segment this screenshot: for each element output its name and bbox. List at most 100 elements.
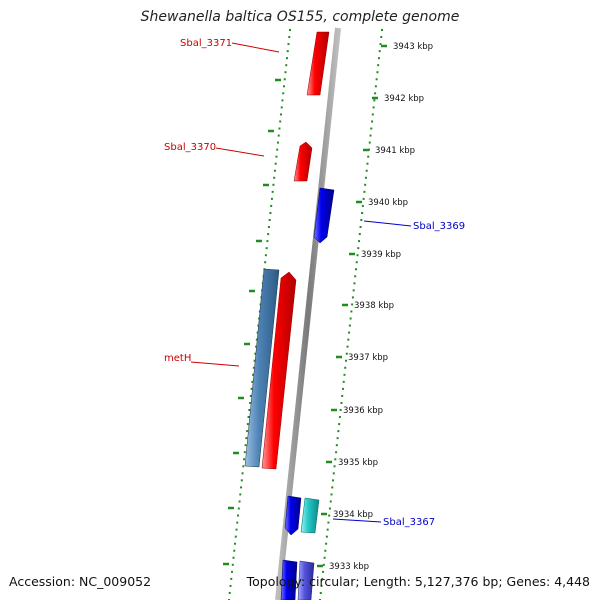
track-dot <box>235 528 238 531</box>
gene-label-leader <box>231 42 280 53</box>
track-dot <box>361 211 364 214</box>
track-dot <box>272 183 275 186</box>
track-dot <box>285 64 288 67</box>
track-dot <box>330 493 333 496</box>
track-dot <box>347 338 350 341</box>
track-dot <box>350 310 353 313</box>
track-dot <box>246 423 249 426</box>
track-dot <box>335 444 338 447</box>
track-dot <box>342 380 345 383</box>
track-dot <box>324 549 327 552</box>
track-dot <box>243 451 246 454</box>
scale-tick-label: 3936 kbp <box>343 406 383 416</box>
gene-metH-steelblue[interactable] <box>244 268 280 468</box>
track-dot <box>280 106 283 109</box>
track-dot <box>286 50 289 53</box>
track-dot <box>249 401 252 404</box>
gene-sbal-3370[interactable] <box>293 141 313 182</box>
track-dot <box>284 71 287 74</box>
track-dot <box>360 219 363 221</box>
track-dot <box>331 486 334 489</box>
track-dot <box>328 507 331 510</box>
gene-label-leader <box>190 361 240 367</box>
track-dot <box>374 85 377 88</box>
track-dot <box>334 458 337 461</box>
track-dot <box>253 359 256 362</box>
track-dot <box>322 570 325 573</box>
gene-label[interactable]: Sbal_3367 <box>383 517 435 528</box>
gene-label[interactable]: Sbal_3371 <box>180 38 232 49</box>
track-dot <box>270 204 273 207</box>
track-dot <box>273 169 276 172</box>
track-dot <box>380 36 383 39</box>
scale-tick-label: 3939 kbp <box>361 250 401 260</box>
track-dot <box>289 29 291 31</box>
track-dot <box>378 50 381 53</box>
scale-tick-label: 3934 kbp <box>333 510 373 520</box>
gene-sbal-3371[interactable] <box>306 31 330 96</box>
scale-tick-label: 3942 kbp <box>384 94 424 104</box>
track-dot <box>255 338 258 341</box>
track-dot <box>377 57 380 60</box>
track-dot <box>240 479 243 482</box>
track-dot <box>371 113 374 116</box>
track-dot <box>251 380 254 383</box>
track-dot <box>242 465 245 468</box>
track-dot <box>322 563 325 566</box>
track-dot <box>332 479 335 482</box>
track-dot <box>325 542 328 545</box>
track-dot <box>348 324 351 327</box>
gene-labels: Sbal_3371 Sbal_3370 Sbal_3369 metH Sbal_3367 <box>164 38 465 528</box>
track-dot <box>233 549 236 552</box>
track-dot <box>232 556 235 559</box>
track-dot <box>335 451 338 454</box>
track-dot <box>367 155 370 158</box>
track-dot <box>352 289 355 292</box>
track-dot <box>374 92 377 95</box>
track-dot <box>329 500 332 503</box>
track-dot <box>250 387 253 390</box>
track-dot <box>237 507 240 510</box>
track-dot <box>285 57 288 60</box>
track-dot <box>357 247 360 250</box>
track-dot <box>337 430 340 433</box>
gene-label[interactable]: Sbal_3370 <box>164 142 216 153</box>
track-dot <box>264 254 267 257</box>
scale-tick-label: 3937 kbp <box>348 353 388 363</box>
track-dot <box>346 345 349 348</box>
scale-tick-label: 3940 kbp <box>368 198 408 208</box>
gene-sbal-3369[interactable] <box>313 187 335 244</box>
track-dot <box>269 211 272 214</box>
track-dot <box>379 43 382 46</box>
track-dot <box>332 472 335 475</box>
track-dot <box>252 373 255 376</box>
track-dot <box>270 197 273 200</box>
track-dot <box>282 85 285 88</box>
track-dot <box>359 226 362 229</box>
track-dot <box>339 409 342 411</box>
track-dot <box>323 556 326 559</box>
track-dot <box>246 430 249 433</box>
track-dot <box>371 120 374 123</box>
track-dot <box>279 113 282 116</box>
track-dot <box>237 514 240 517</box>
gene-metH[interactable] <box>261 271 297 470</box>
track-dot <box>333 465 336 468</box>
track-dot <box>364 176 367 179</box>
track-dot <box>364 183 367 186</box>
track-dot <box>275 155 278 158</box>
gene-blue-3934[interactable] <box>284 495 302 536</box>
accession-label: Accession: NC_009052 <box>9 574 152 589</box>
scale-tick-label: 3935 kbp <box>338 458 378 468</box>
gene-label[interactable]: metH <box>164 353 191 364</box>
track-dot <box>236 521 239 524</box>
track-dot <box>372 106 375 109</box>
track-dot <box>336 437 339 440</box>
track-dot <box>344 366 347 369</box>
scale-tick-label: 3938 kbp <box>354 301 394 311</box>
track-dot <box>268 219 271 221</box>
gene-sbal-3367[interactable] <box>300 497 320 534</box>
gene-label[interactable]: Sbal_3369 <box>413 221 465 232</box>
